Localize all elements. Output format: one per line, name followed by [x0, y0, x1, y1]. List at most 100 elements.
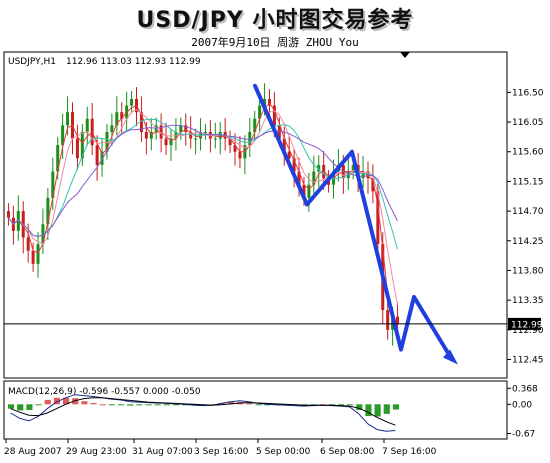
time-tick-label: 31 Aug 07:00 [132, 447, 193, 457]
candle-body [366, 171, 370, 179]
candle-body [36, 244, 40, 264]
price-tick-label: 113.35 [512, 296, 544, 306]
candle-body [144, 131, 148, 139]
price-tick-label: 114.25 [512, 237, 544, 247]
macd-histogram-bar [117, 404, 125, 406]
macd-signal-line [10, 397, 396, 426]
candle-body [213, 138, 217, 140]
current-price-badge [508, 317, 541, 330]
candle-body [16, 211, 20, 231]
candle-body [169, 138, 173, 146]
macd-tick-label: 0.00 [512, 400, 532, 410]
candle-body [174, 131, 178, 139]
candle-body [41, 224, 45, 245]
current-price-line: 112.99 [4, 317, 543, 330]
candle-body [115, 112, 119, 126]
time-tick-label: 29 Aug 23:00 [66, 447, 127, 457]
candle-body [139, 112, 143, 132]
macd-tick-label: 0.368 [512, 384, 538, 394]
candle-body [184, 125, 188, 132]
candle-body [248, 131, 252, 146]
trend-annotation [253, 83, 458, 365]
candle-body [31, 250, 35, 264]
macd-histogram-bar [365, 404, 372, 417]
candle-body [361, 171, 365, 179]
candle-body [85, 118, 89, 132]
candle-body [396, 316, 400, 324]
candle-body [149, 131, 153, 139]
price-tick-label: 116.05 [512, 118, 544, 128]
candle-body [120, 112, 124, 119]
chart-subtitle: 2007年9月10日 周游 ZHOU You [191, 36, 359, 49]
macd-histogram-bar [347, 404, 354, 406]
macd-histogram-bar [53, 397, 60, 405]
candle-body [61, 125, 65, 146]
macd-histogram-bar [8, 404, 15, 409]
macd-histogram-bar [90, 403, 97, 405]
macd-axis: 0.368 0.00 -0.67 [507, 384, 538, 440]
candle-body [238, 151, 242, 159]
candle-body [105, 131, 109, 152]
candle-body [307, 184, 311, 198]
price-tick-label: 115.15 [512, 177, 544, 187]
macd-panel [3, 380, 508, 440]
candle-body [194, 138, 198, 140]
annotation-arrowhead [443, 349, 458, 365]
candle-body [75, 138, 79, 159]
macd-histogram-bar [35, 404, 42, 406]
candle-body [312, 171, 316, 185]
macd-histogram-bar [383, 404, 390, 414]
candle-body [233, 145, 237, 152]
candle-body [253, 118, 257, 132]
time-tick-label: 28 Aug 2007 [4, 447, 62, 457]
symbol-label: USDJPY,H1 [8, 57, 56, 67]
candle-body [110, 125, 114, 132]
price-tick-label: 112.90 [512, 326, 544, 336]
candle-body [258, 105, 262, 119]
price-tick-label: 116.50 [512, 88, 544, 98]
candle-body [277, 125, 281, 139]
annotation-zigzag [253, 83, 454, 362]
candle-body [386, 310, 390, 330]
macd-histogram-bar [81, 401, 88, 405]
macd-histogram-bar [44, 399, 51, 405]
macd-histogram-bar [163, 404, 170, 406]
price-tick-label: 114.70 [512, 207, 544, 217]
macd-histogram-bar [356, 404, 363, 410]
time-tick-label: 5 Sep 00:00 [256, 447, 311, 457]
macd-histogram-bar [17, 404, 24, 411]
candle-body [282, 138, 286, 152]
macd-histogram-bar [127, 404, 134, 406]
candle-body [228, 138, 232, 146]
macd-histogram-bar [136, 404, 143, 406]
macd-histogram-bar [246, 403, 253, 405]
chart-title: USD/JPY 小时图交易参考 [136, 8, 414, 33]
macd-histogram-bar [392, 404, 399, 410]
price-axis: 116.50 116.05 115.60 115.15 114.70 114.25 113.… [507, 88, 544, 366]
candle-body [297, 171, 301, 185]
macd-plot [8, 394, 399, 432]
candle-body [56, 145, 60, 172]
candle-body [203, 131, 207, 133]
price-tick-label: 112.45 [512, 356, 544, 366]
macd-label: MACD(12,26,9) -0.596 -0.557 0.000 -0.050 [8, 387, 201, 397]
macd-histogram-bar [337, 404, 345, 406]
macd-histogram-bar [227, 402, 235, 405]
candle-body [267, 98, 271, 106]
candle-body [26, 237, 30, 251]
candle-body [66, 112, 70, 126]
candle-body [302, 184, 306, 198]
time-tick-label: 3 Sep 16:00 [194, 447, 249, 457]
moving-average-line [8, 124, 398, 238]
macd-histogram-bar [255, 404, 262, 406]
macd-histogram-bar [374, 404, 381, 417]
ohlc-label: 112.96 113.03 112.93 112.99 [66, 57, 201, 67]
candle-body [287, 151, 291, 159]
macd-histogram-bar [72, 398, 79, 405]
candle-body [6, 211, 10, 218]
macd-histogram-bar [172, 404, 180, 406]
candle-body [272, 105, 276, 126]
candle-body [189, 131, 193, 139]
candle-body [46, 197, 50, 225]
